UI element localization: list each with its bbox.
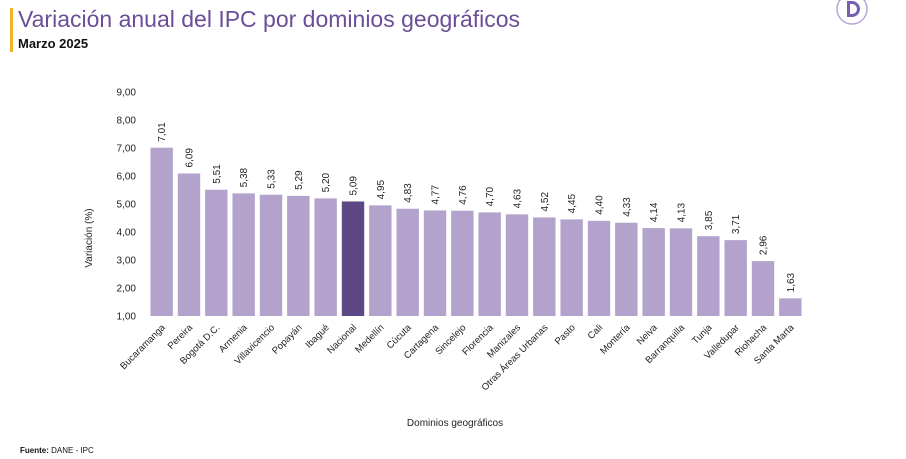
- bar-value-label: 2,96: [759, 235, 770, 255]
- bar: [560, 219, 583, 316]
- x-tick-label: Tunja: [690, 322, 715, 347]
- x-tick-label: Montería: [598, 322, 633, 357]
- bar: [314, 198, 337, 316]
- source-note: Fuente: DANE - IPC: [20, 446, 94, 455]
- chart-title: Variación anual del IPC por dominios geo…: [18, 6, 521, 32]
- bar: [724, 240, 747, 316]
- bar: [287, 195, 310, 316]
- title-accent-bar: [10, 8, 13, 52]
- bar: [451, 210, 474, 316]
- bar: [341, 201, 365, 316]
- bar-value-label: 4,14: [649, 202, 660, 222]
- bar-value-label: 4,13: [677, 202, 688, 222]
- bar-value-label: 5,09: [349, 176, 360, 196]
- bar: [779, 298, 802, 316]
- bar: [751, 261, 775, 316]
- bar: [150, 147, 173, 316]
- bar: [615, 222, 638, 316]
- x-tick-label: Cali: [586, 322, 605, 341]
- bar-value-label: 4,76: [458, 185, 469, 205]
- chart-subtitle: Marzo 2025: [18, 36, 89, 51]
- x-axis-label: Dominios geográficos: [407, 418, 503, 429]
- x-tick-label: Pasto: [553, 322, 578, 347]
- bar: [533, 217, 556, 316]
- bar-value-label: 4,95: [376, 179, 387, 199]
- bar-value-label: 5,20: [321, 172, 332, 192]
- bar: [205, 189, 228, 316]
- source-value: DANE - IPC: [51, 446, 94, 455]
- y-tick-label: 3,00: [117, 256, 137, 267]
- bar-value-label: 4,33: [622, 197, 633, 217]
- bar: [642, 228, 665, 316]
- x-tick-label: Nacional: [325, 322, 359, 356]
- bar: [669, 228, 693, 316]
- y-tick-label: 7,00: [117, 144, 137, 155]
- bar: [396, 208, 419, 316]
- bar: [478, 212, 501, 316]
- bar-value-label: 3,85: [704, 210, 715, 230]
- bar-value-label: 4,70: [485, 186, 496, 206]
- bar-value-label: 4,40: [595, 195, 606, 215]
- y-tick-label: 6,00: [117, 172, 137, 183]
- bar-value-label: 7,01: [157, 122, 168, 142]
- y-axis-label: Variación (%): [84, 208, 95, 267]
- bar: [587, 220, 611, 316]
- bar: [259, 194, 283, 316]
- x-tick-label: Popayán: [270, 322, 304, 356]
- bar-value-label: 5,33: [267, 169, 278, 189]
- bar-value-label: 6,09: [185, 148, 196, 168]
- bar-value-label: 5,38: [239, 167, 250, 187]
- bar-value-label: 3,71: [731, 214, 742, 234]
- bar-series: [150, 147, 802, 316]
- bar-value-label: 1,63: [786, 272, 797, 292]
- bar: [232, 193, 255, 316]
- x-tick-label: Medellín: [353, 322, 386, 355]
- bar-value-label: 4,77: [431, 185, 442, 205]
- bar: [697, 236, 720, 316]
- y-tick-label: 2,00: [117, 284, 137, 295]
- source-label: Fuente:: [20, 446, 49, 455]
- bar-value-label: 4,83: [403, 183, 414, 203]
- y-axis-ticks: 1,00 2,00 3,00 4,00 5,00 6,00 7,00 8,00 9,00: [117, 88, 137, 323]
- x-tick-label: Bucaramanga: [118, 322, 168, 372]
- y-tick-label: 1,00: [117, 312, 137, 323]
- y-tick-label: 8,00: [117, 116, 137, 127]
- x-tick-label: Neiva: [635, 322, 660, 347]
- y-tick-label: 4,00: [117, 228, 137, 239]
- y-tick-label: 5,00: [117, 200, 137, 211]
- dane-logo-icon: [836, 0, 868, 25]
- bar: [369, 205, 392, 316]
- bar: [177, 173, 201, 316]
- bar-value-label: 5,51: [212, 164, 223, 184]
- bar: [505, 214, 529, 316]
- bar-value-label: 4,63: [513, 188, 524, 208]
- bar: [423, 210, 447, 316]
- bar-value-label: 4,45: [567, 193, 578, 213]
- y-tick-label: 9,00: [117, 88, 137, 99]
- bar-value-label: 5,29: [294, 170, 305, 190]
- bar-value-label: 4,52: [540, 192, 551, 212]
- data-labels: 7,01 6,09 5,51 5,38 5,33 5,29 5,20 5,09 4,95 4,83…: [157, 122, 797, 293]
